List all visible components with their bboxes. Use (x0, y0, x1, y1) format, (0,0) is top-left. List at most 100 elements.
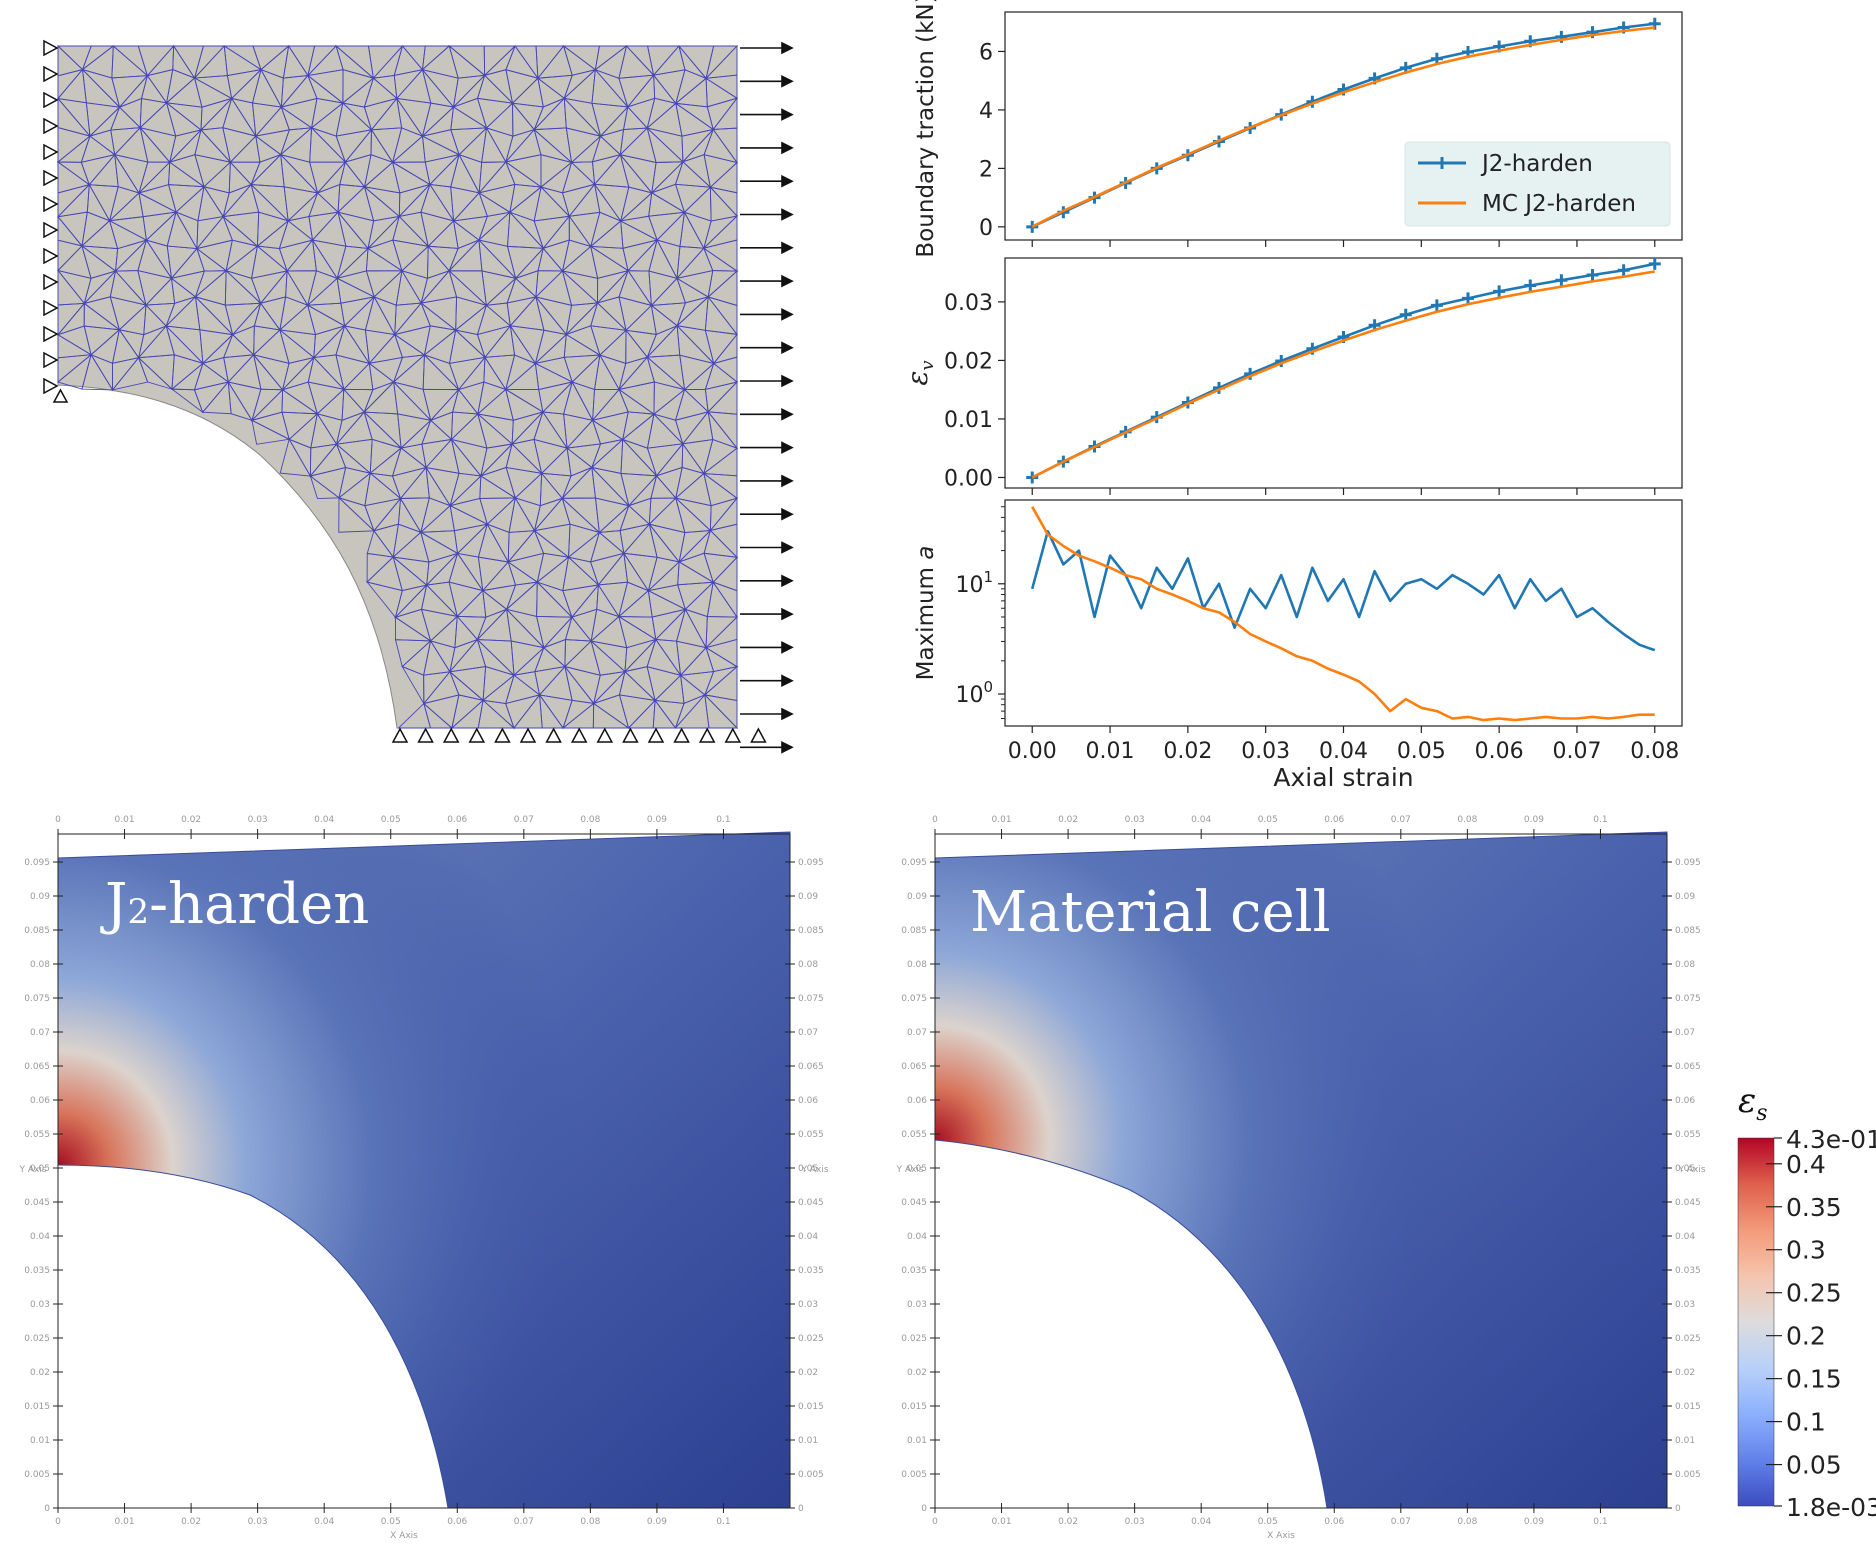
y-axis-label: εv (901, 360, 938, 385)
y-tick-label-right: 0.02 (798, 1368, 818, 1378)
y-tick-label-right: 0.02 (1675, 1368, 1695, 1378)
traction-arrow-head (781, 108, 794, 121)
mesh-triangle (477, 699, 516, 729)
bottom-roller-supports (391, 727, 767, 743)
contour-left: 000.010.010.020.020.030.030.040.040.050.… (18, 815, 828, 1541)
colorbar-tick-label: 0.05 (1786, 1451, 1842, 1480)
y-tick-label-right: 0.075 (1675, 994, 1701, 1004)
roller-support-left (43, 221, 59, 239)
roller-support-bottom (750, 727, 767, 743)
y-tick-label-right: 0.005 (1675, 1470, 1701, 1480)
y-axis-title-right: Y Axis (800, 1165, 828, 1175)
roller-support-bottom (545, 727, 562, 743)
data-point-marker (1617, 264, 1630, 277)
x-tick-label-top: 0.09 (647, 815, 667, 825)
x-tick-label-bottom: 0.02 (181, 1517, 201, 1527)
roller-support-left (43, 273, 59, 291)
mesh-triangle (338, 496, 376, 533)
y-tick-label-left: 0.055 (24, 1130, 50, 1140)
x-tick-label-top: 0.09 (1524, 815, 1544, 825)
roller-support-corner (52, 388, 69, 403)
y-tick-label-right: 0.06 (1675, 1096, 1695, 1106)
x-axis-title: X Axis (1267, 1531, 1295, 1541)
y-axis-label-subscript: v (917, 360, 938, 370)
y-axis-label: Maximum a (913, 546, 939, 681)
y-tick-exponent: 0 (983, 678, 993, 696)
y-tick-label-right: 0.095 (798, 858, 824, 868)
roller-support-bottom (698, 727, 716, 743)
x-tick-label-top: 0.07 (1391, 815, 1411, 825)
x-tick-label-bottom: 0.04 (1191, 1517, 1211, 1527)
y-tick-label-right: 0.045 (1675, 1198, 1701, 1208)
chart-panel-2: 0.00 0.01 0.02 0.03 εv (901, 257, 1683, 495)
traction-arrow-head (781, 241, 794, 255)
x-tick-label: 0.06 (1475, 739, 1524, 764)
y-tick-label-left: 0.085 (24, 926, 50, 936)
traction-arrow-head (781, 408, 794, 421)
traction-arrow-head (781, 274, 794, 288)
mesh-domain (57, 45, 738, 729)
y-tick-label: 4 (979, 99, 993, 124)
mesh-triangle (538, 693, 564, 729)
roller-support-left (43, 39, 59, 57)
y-tick-label-left: 0.05 (30, 1164, 50, 1174)
y-tick-label-left: 0.08 (30, 960, 50, 970)
x-tick-label-bottom: 0.08 (1457, 1517, 1477, 1527)
x-tick-label-bottom: 0.05 (1258, 1517, 1278, 1527)
y-tick-label-left: 0.015 (901, 1402, 927, 1412)
x-tick-label: 0.04 (1319, 739, 1368, 764)
x-tick-label-top: 0.1 (1593, 815, 1607, 825)
y-tick-label-right: 0.01 (798, 1436, 818, 1446)
traction-arrow-head (781, 574, 794, 588)
x-tick-label-top: 0.05 (1258, 815, 1278, 825)
x-tick-label-top: 0.06 (1324, 815, 1344, 825)
y-tick-label-right: 0.05 (1675, 1164, 1695, 1174)
x-tick-label: 0.00 (1008, 739, 1057, 764)
data-point-marker (1586, 268, 1599, 281)
y-tick-label-right: 0.015 (798, 1402, 824, 1412)
y-tick-label-left: 0.01 (907, 1436, 927, 1446)
y-tick-label-left: 0.01 (30, 1436, 50, 1446)
y-tick-label: 2 (979, 157, 993, 182)
mesh-triangle (423, 702, 454, 729)
y-tick-label: 101 (955, 568, 993, 598)
y-tick-label-right: 0 (1675, 1504, 1681, 1514)
colorbar-tick-label: 0.35 (1786, 1193, 1842, 1222)
mesh-triangle (309, 474, 341, 500)
y-tick-label-left: 0.095 (901, 858, 927, 868)
traction-arrow-head (781, 441, 794, 454)
y-tick-label-left: 0.05 (907, 1164, 927, 1174)
y-tick-label: 0.01 (944, 408, 993, 433)
roller-support-bottom (468, 727, 486, 743)
y-tick-label-right: 0.075 (798, 994, 824, 1004)
roller-support-bottom (494, 727, 511, 743)
y-tick-label-right: 0.07 (1675, 1028, 1695, 1038)
mesh-triangle (652, 699, 677, 729)
colorbar-tick-label: 0.1 (1786, 1408, 1826, 1437)
traction-arrow-head (781, 308, 794, 321)
y-tick-label: 100 (955, 678, 993, 708)
y-tick-label-right: 0.065 (1675, 1062, 1701, 1072)
chart-panel-3: 0.00 0.01 0.02 0.03 0.04 0.05 0.06 0.07 0.08 100 1… (913, 499, 1683, 792)
y-tick-label-left: 0 (921, 1504, 927, 1514)
y-axis-title-left: Y Axis (18, 1165, 46, 1175)
y-tick-label-right: 0.055 (1675, 1130, 1701, 1140)
colorbar-title-subscript: s (1756, 1101, 1767, 1126)
y-tick-label-left: 0.045 (901, 1198, 927, 1208)
x-tick-label-top: 0.08 (580, 815, 600, 825)
y-tick-exponent: 1 (983, 568, 993, 586)
y-tick-label: 0.02 (944, 349, 993, 374)
data-point-marker (1493, 285, 1506, 298)
y-tick-label-left: 0.08 (907, 960, 927, 970)
y-tick-label-left: 0.065 (901, 1062, 927, 1072)
x-tick-label-bottom: 0 (55, 1517, 61, 1527)
x-tick-label-bottom: 0.09 (1524, 1517, 1544, 1527)
y-tick-label-right: 0.035 (1675, 1266, 1701, 1276)
y-tick-label-right: 0.01 (1675, 1436, 1695, 1446)
y-tick-label-right: 0.03 (798, 1300, 818, 1310)
y-tick-label-right: 0.025 (798, 1334, 824, 1344)
y-tick-label-right: 0.04 (798, 1232, 818, 1242)
y-tick-label-right: 0.06 (798, 1096, 818, 1106)
roller-support-bottom (570, 727, 588, 743)
